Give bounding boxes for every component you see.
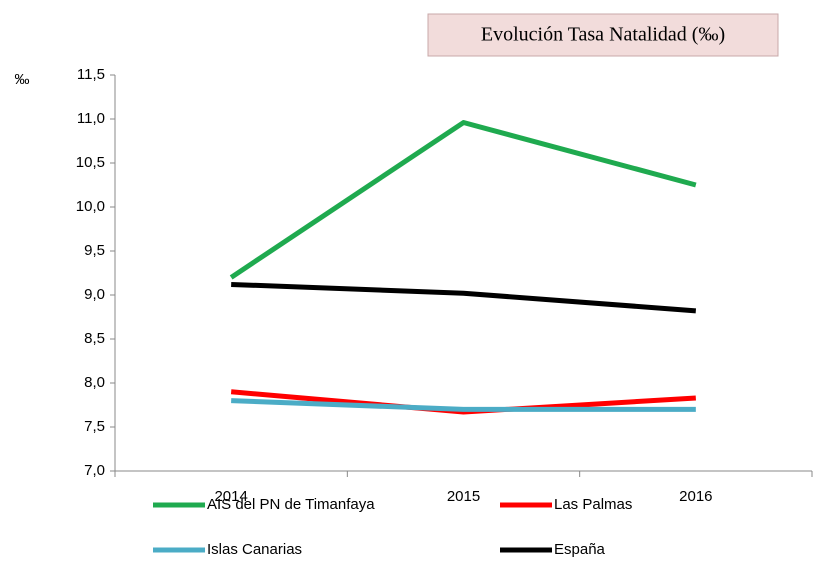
series-line: [231, 281, 697, 314]
y-tick-label: 7,0: [84, 462, 105, 479]
series-line: [229, 120, 697, 280]
y-tick-label: 9,5: [84, 242, 105, 259]
x-tick-label: 2016: [679, 488, 712, 505]
y-tick-label: 7,5: [84, 418, 105, 435]
legend-label: Islas Canarias: [207, 541, 302, 558]
y-tick-label: 10,0: [76, 198, 105, 215]
legend-label: España: [554, 541, 606, 558]
y-tick-label: 10,5: [76, 154, 105, 171]
legend-label: AIS del PN de Timanfaya: [207, 496, 375, 513]
x-tick-label: 2015: [447, 488, 480, 505]
series-line: [230, 389, 696, 415]
y-tick-label: 8,5: [84, 330, 105, 347]
chart-title: Evolución Tasa Natalidad (‰): [481, 24, 725, 46]
y-tick-label: 11,0: [77, 110, 105, 127]
series-line: [231, 398, 696, 412]
y-tick-label: 11,5: [77, 66, 105, 83]
legend-label: Las Palmas: [554, 496, 632, 513]
title-box: [427, 13, 779, 57]
y-axis-label: ‰: [15, 71, 30, 88]
y-tick-label: 9,0: [84, 286, 105, 303]
y-tick-label: 8,0: [84, 374, 105, 391]
x-tick-label: 2014: [214, 488, 247, 505]
